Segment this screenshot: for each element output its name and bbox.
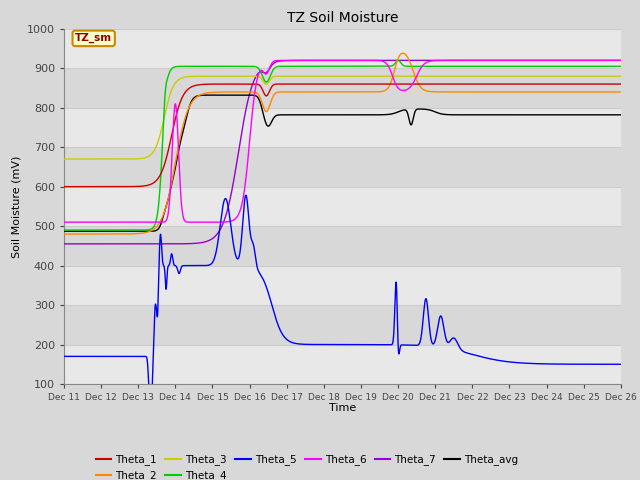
Bar [64,305,621,345]
Text: TZ_sm: TZ_sm [75,33,112,44]
Bar [64,147,621,187]
Bar [64,68,621,108]
Bar [64,29,621,68]
Legend: Theta_1, Theta_2, Theta_3, Theta_4, Theta_5, Theta_6, Theta_7, Theta_avg: Theta_1, Theta_2, Theta_3, Theta_4, Thet… [92,450,522,480]
Y-axis label: Soil Moisture (mV): Soil Moisture (mV) [12,155,21,258]
Title: TZ Soil Moisture: TZ Soil Moisture [287,11,398,25]
Bar [64,108,621,147]
Bar [64,265,621,305]
Bar [64,226,621,265]
X-axis label: Time: Time [329,403,356,413]
Bar [64,345,621,384]
Bar [64,187,621,226]
